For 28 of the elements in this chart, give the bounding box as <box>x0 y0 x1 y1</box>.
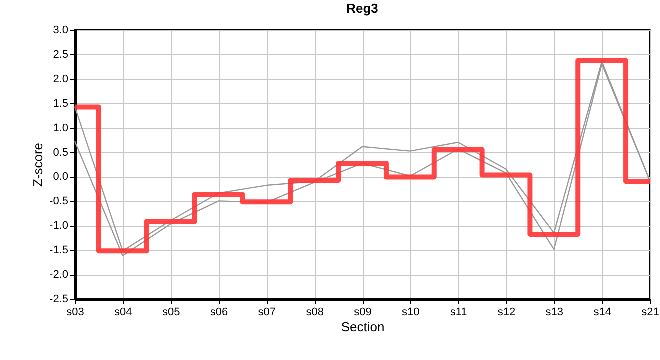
x-tick-label: s03 <box>66 306 84 318</box>
x-tick-label: s09 <box>354 306 372 318</box>
x-tick-label: s08 <box>306 306 324 318</box>
x-tick-label: s05 <box>162 306 180 318</box>
y-tick-label: 1.5 <box>53 98 68 110</box>
x-tick-label: s04 <box>114 306 132 318</box>
x-tick-label: s10 <box>402 306 420 318</box>
x-tick-label: s07 <box>258 306 276 318</box>
x-tick-label: s06 <box>210 306 228 318</box>
y-tick-label: 2.0 <box>53 73 68 86</box>
x-axis-title: Section <box>341 320 385 334</box>
y-tick-label: 2.5 <box>53 48 68 61</box>
chart-title: Reg3 <box>346 1 378 16</box>
x-tick-label: s12 <box>498 306 516 318</box>
y-tick-label: -1.0 <box>50 220 68 232</box>
x-tick-label: s11 <box>450 306 468 318</box>
y-tick-label: -2.0 <box>50 269 68 282</box>
y-tick-label: 3.0 <box>53 24 68 36</box>
y-axis-title: Z-score <box>30 142 46 188</box>
y-tick-label: -0.5 <box>50 196 68 208</box>
x-tick-label: s21 <box>642 306 660 318</box>
y-tick-label: 0.5 <box>53 146 68 159</box>
x-tick-label: s13 <box>546 306 564 318</box>
y-tick-label: -2.5 <box>50 294 68 306</box>
y-tick-label: -1.5 <box>50 244 68 257</box>
y-tick-label: 1.0 <box>53 122 68 134</box>
x-tick-label: s14 <box>594 306 612 318</box>
y-tick-label: 0.0 <box>53 171 68 184</box>
